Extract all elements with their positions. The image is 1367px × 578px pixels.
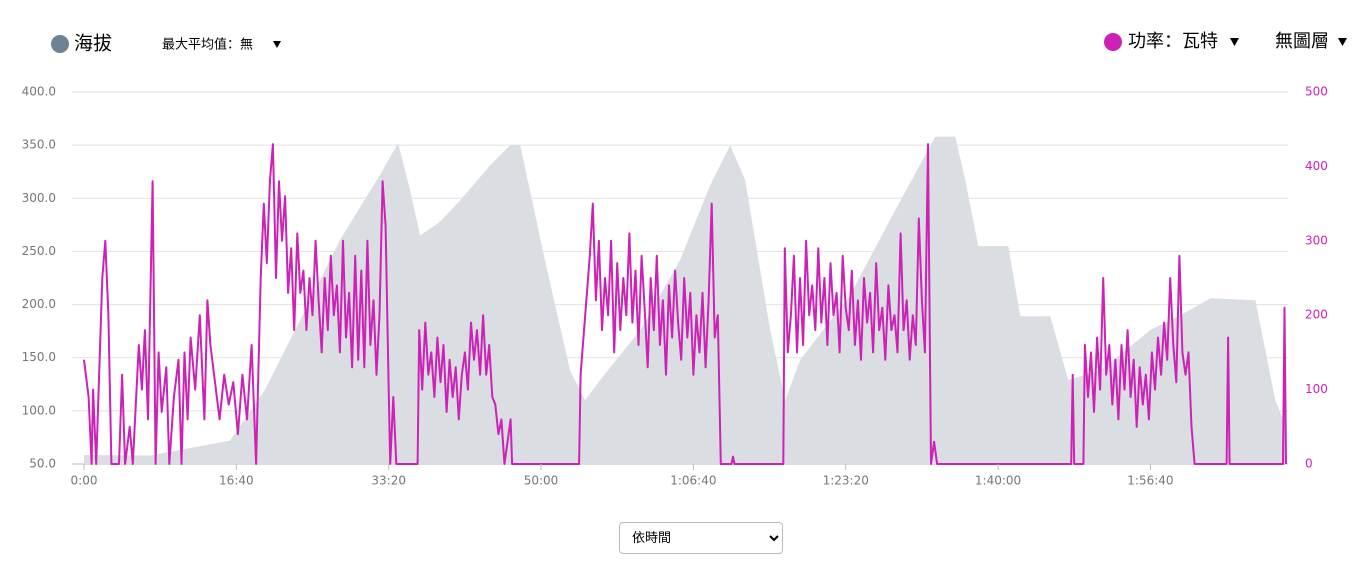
dropdown-arrow[interactable] [1230, 38, 1239, 46]
y2-tick-label: 0 [1305, 457, 1313, 471]
x-tick-label: 1:40:00 [975, 474, 1021, 488]
max-avg-select[interactable]: 最大平均值：無 [162, 37, 253, 53]
plot-area: 50.0 100.0 150.0 200.0 250.0 300.0 350.0 400.0 0… [22, 85, 1328, 488]
y2-tick-label: 400 [1305, 159, 1328, 173]
x-tick-label: 1:06:40 [670, 474, 716, 488]
y-tick-label: 200.0 [22, 297, 56, 311]
x-tick-label: 16:40 [219, 474, 254, 488]
legend-label[interactable]: 功率：瓦特 [1128, 31, 1218, 52]
y2-tick-label: 300 [1305, 233, 1328, 247]
y-tick-label: 350.0 [22, 138, 56, 152]
legend-label[interactable]: 海拔 [74, 33, 112, 55]
y2-tick-label: 100 [1305, 382, 1328, 396]
y2-tick-label: 200 [1305, 308, 1328, 322]
layer-select[interactable]: 無圖層 [1275, 31, 1329, 52]
legend-dot [1104, 33, 1122, 51]
y-tick-label: 300.0 [22, 191, 56, 205]
y-tick-label: 50.0 [29, 457, 56, 471]
x-tick-label: 0:00 [71, 474, 98, 488]
y2-tick-label: 500 [1305, 85, 1328, 99]
x-tick-label: 50:00 [524, 474, 559, 488]
chart: 海拔 最大平均值：無 功率：瓦特 無圖層 50.0 100.0 150.0 200.0… [22, 31, 1347, 488]
y-tick-label: 250.0 [22, 244, 56, 258]
y-tick-label: 100.0 [22, 403, 56, 417]
dropdown-arrow[interactable] [273, 41, 281, 48]
x-tick-label: 1:23:20 [823, 474, 869, 488]
legend-dot [51, 35, 69, 53]
dropdown-arrow[interactable] [1338, 38, 1347, 46]
y-tick-label: 400.0 [22, 85, 56, 99]
x-tick-label: 33:20 [371, 474, 406, 488]
x-tick-label: 1:56:40 [1127, 474, 1173, 488]
y-tick-label: 150.0 [22, 350, 56, 364]
x-mode-select[interactable]: 依時間 [619, 522, 783, 554]
power-line [83, 143, 1287, 465]
